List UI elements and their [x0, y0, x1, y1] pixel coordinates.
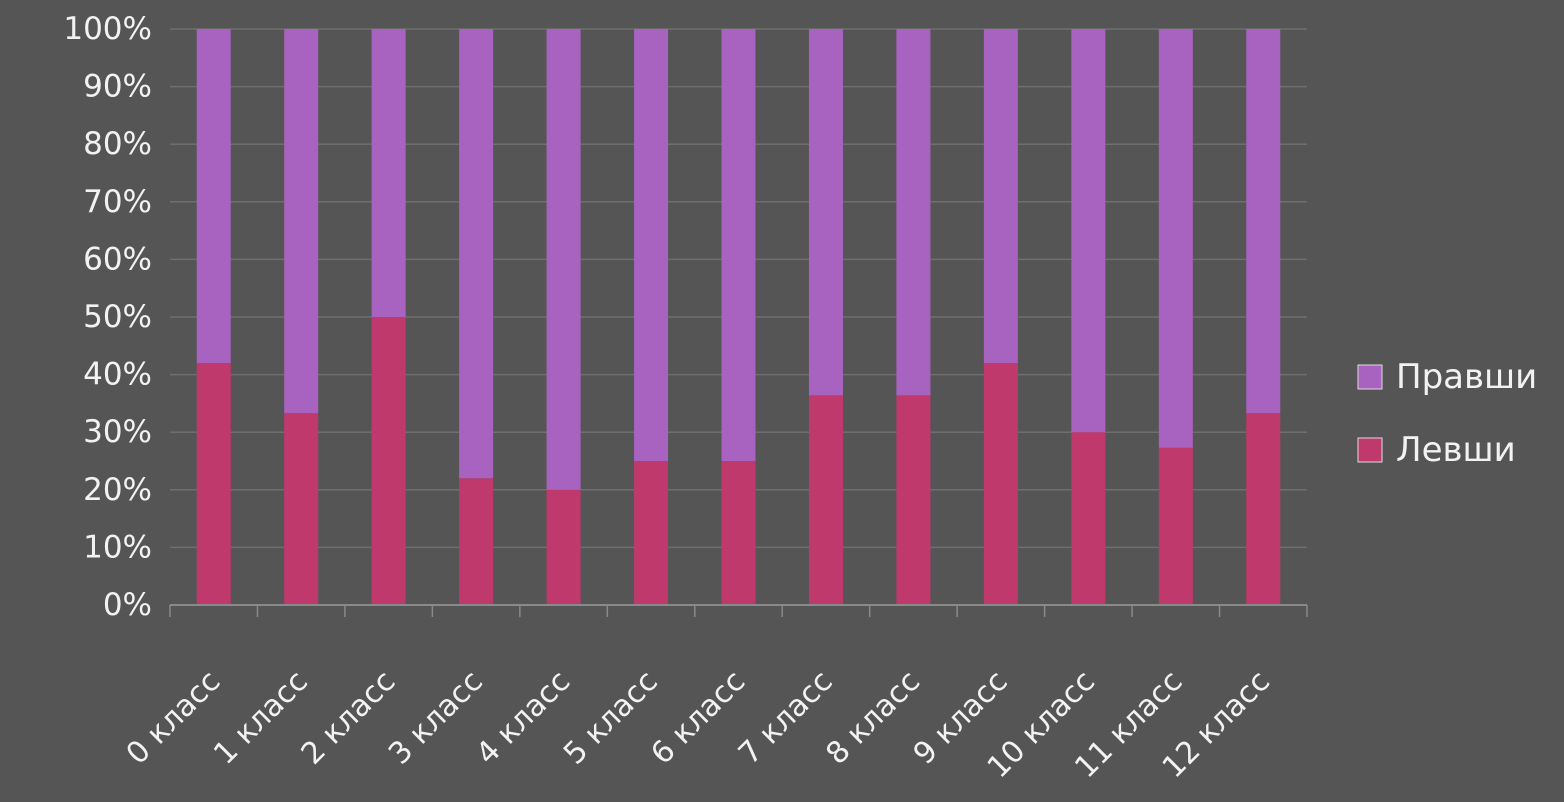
x-category-label: 6 класс [644, 664, 752, 772]
bar-segment-right-handed [1158, 29, 1193, 448]
bar-segment-left-handed [1071, 432, 1106, 605]
bar-segment-left-handed [896, 395, 931, 605]
bar-segment-right-handed [284, 29, 319, 414]
legend-swatch [1357, 364, 1383, 390]
bar-segment-left-handed [721, 461, 756, 605]
y-tick-label: 70% [83, 184, 152, 220]
y-tick-label: 80% [83, 126, 152, 162]
bar-segment-right-handed [459, 29, 494, 479]
y-tick-label: 100% [63, 11, 152, 47]
bar-segment-left-handed [983, 363, 1018, 605]
bar-segment-left-handed [284, 413, 319, 605]
bar-segment-right-handed [371, 29, 406, 317]
x-axis [169, 604, 1308, 617]
x-category-label: 4 класс [470, 664, 578, 772]
bar-segment-left-handed [371, 317, 406, 605]
bar-segment-left-handed [459, 478, 494, 605]
x-category-label: 2 класс [295, 664, 403, 772]
x-category-label: 8 класс [819, 664, 927, 772]
y-tick-label: 90% [83, 69, 152, 105]
bar-segment-right-handed [1246, 29, 1281, 414]
bar-segment-right-handed [721, 29, 756, 461]
bar-segment-right-handed [808, 29, 843, 396]
bar-segment-left-handed [546, 489, 581, 605]
y-tick-label: 30% [83, 414, 152, 450]
y-tick-label: 40% [83, 357, 152, 393]
x-category-label: 0 класс [120, 664, 228, 772]
legend-label: Левши [1396, 430, 1516, 470]
bar-segment-right-handed [983, 29, 1018, 364]
x-category-label: 1 класс [207, 664, 315, 772]
x-category-label: 3 класс [382, 664, 490, 772]
y-axis-tick-labels: 0% 10% 20% 30% 40% 50% 60% 70% 80% 90% 100% [63, 11, 152, 623]
bar-segment-right-handed [896, 29, 931, 396]
bar-segment-right-handed [196, 29, 231, 364]
y-tick-label: 50% [83, 299, 152, 335]
bars [196, 29, 1281, 605]
bar-segment-left-handed [196, 363, 231, 605]
bar-segment-right-handed [546, 29, 581, 490]
bar-segment-left-handed [634, 461, 669, 605]
bar-segment-right-handed [1071, 29, 1106, 433]
y-tick-label: 60% [83, 241, 152, 277]
legend: Правши Левши [1357, 357, 1537, 470]
y-tick-label: 0% [103, 587, 152, 623]
x-category-label: 5 класс [557, 664, 665, 772]
y-tick-label: 10% [83, 529, 152, 565]
y-tick-label: 20% [83, 472, 152, 508]
bar-segment-left-handed [1246, 413, 1281, 605]
x-category-label: 7 класс [732, 664, 840, 772]
legend-swatch [1357, 437, 1383, 463]
bar-segment-left-handed [808, 395, 843, 605]
bar-segment-right-handed [634, 29, 669, 461]
legend-label: Правши [1396, 357, 1537, 397]
bar-segment-left-handed [1158, 447, 1193, 605]
